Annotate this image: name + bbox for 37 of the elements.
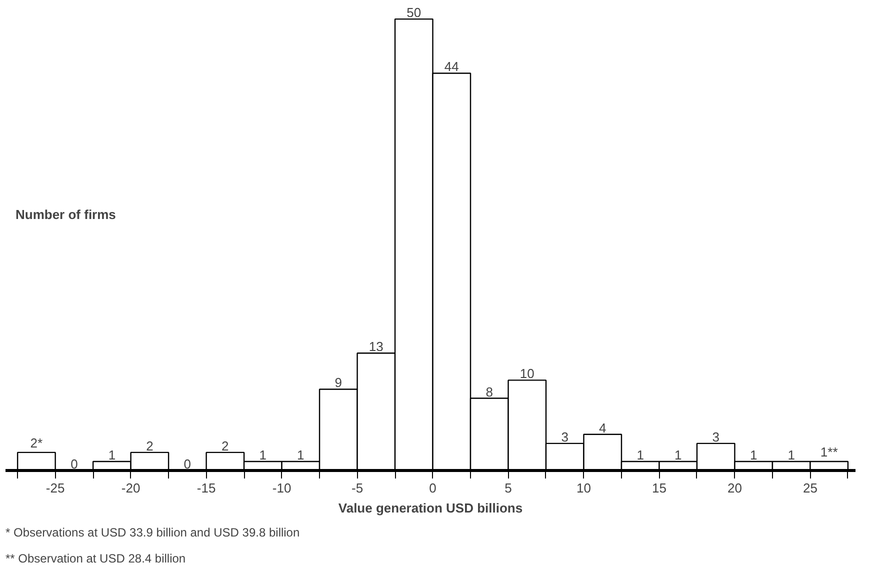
x-tick-label: -20 bbox=[121, 480, 140, 496]
x-tick-label: 5 bbox=[504, 480, 512, 496]
data-label: 1 bbox=[674, 447, 682, 462]
data-label: 9 bbox=[334, 375, 342, 390]
data-label: 13 bbox=[368, 339, 384, 354]
data-label: 1 bbox=[297, 447, 304, 462]
x-tick-label: -25 bbox=[46, 480, 65, 496]
text: ** Observation at USD 28.4 billion bbox=[6, 552, 186, 566]
data-label: 1 bbox=[636, 447, 644, 462]
data-label: 1 bbox=[259, 447, 267, 462]
x-tick-label: 0 bbox=[429, 480, 436, 496]
y-axis-title: Number of firms bbox=[16, 207, 116, 222]
data-label: 1 bbox=[788, 447, 795, 462]
data-label: 3 bbox=[561, 429, 568, 444]
text: * Observations at USD 33.9 billion and USD 39.8 billion bbox=[6, 526, 300, 540]
x-tick-label: 20 bbox=[727, 480, 742, 496]
data-label: 2 bbox=[222, 438, 229, 454]
data-label: 1 bbox=[108, 447, 116, 462]
data-label: 2 bbox=[146, 438, 154, 454]
data-label: 4 bbox=[599, 420, 606, 436]
x-tick-label: -15 bbox=[196, 480, 216, 496]
data-label: 0 bbox=[184, 456, 192, 472]
data-label: 50 bbox=[406, 5, 422, 20]
data-label: 8 bbox=[486, 384, 493, 400]
data-label: 0 bbox=[70, 456, 78, 472]
x-axis-title: Value generation USD billions bbox=[338, 500, 523, 516]
x-tick-label: -10 bbox=[272, 480, 292, 496]
x-tick-label: 25 bbox=[802, 480, 818, 496]
data-label: 44 bbox=[444, 59, 459, 74]
data-label: 1 bbox=[750, 447, 758, 462]
data-label: 3 bbox=[712, 429, 720, 444]
data-label: 10 bbox=[520, 366, 534, 382]
x-tick-label: 15 bbox=[652, 480, 666, 496]
data-label: 1** bbox=[820, 444, 838, 460]
x-tick-label: 10 bbox=[576, 480, 591, 496]
x-tick-label: -5 bbox=[351, 480, 364, 496]
data-label: 2* bbox=[30, 435, 43, 450]
